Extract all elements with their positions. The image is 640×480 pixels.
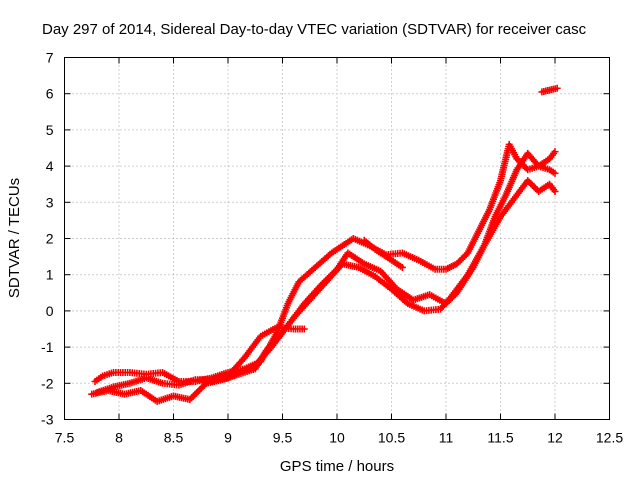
x-tick-label: 10 (329, 430, 345, 446)
data-point (398, 263, 406, 271)
data-series (88, 84, 561, 405)
interpolated-points (465, 244, 487, 277)
interpolated-points (252, 349, 269, 371)
interpolated-points (373, 274, 394, 292)
interpolated-points (285, 280, 302, 306)
interpolated-points (411, 291, 432, 303)
x-tick-label: 8.5 (164, 430, 184, 446)
interpolated-points (259, 324, 279, 339)
interpolated-points (444, 261, 459, 272)
y-tick-label: -1 (41, 339, 54, 355)
interpolated-points (454, 251, 470, 266)
interpolated-points (357, 265, 377, 279)
series-track-d (208, 323, 308, 385)
interpolated-points (90, 387, 110, 398)
interpolated-points (313, 250, 334, 270)
y-tick-label: 0 (46, 303, 54, 319)
interpolated-points (547, 167, 557, 176)
x-tick-label: 11 (439, 430, 454, 446)
chart-title: Day 297 of 2014, Sidereal Day-to-day VTE… (42, 21, 587, 38)
series-track-e (538, 84, 561, 96)
data-point (551, 148, 559, 156)
y-tick-label: 6 (46, 86, 54, 102)
interpolated-points (492, 193, 509, 219)
y-tick-label: 4 (46, 158, 54, 174)
x-tick-label: 9 (224, 430, 232, 446)
interpolated-points (498, 200, 514, 219)
interpolated-points (264, 330, 285, 353)
x-tick-label: 11.5 (487, 430, 513, 446)
interpolated-points (503, 168, 520, 197)
series-track-f (360, 236, 406, 271)
interpolated-points (139, 388, 159, 404)
interpolated-points (389, 287, 410, 306)
interpolated-points (307, 280, 329, 302)
interpolated-points (225, 356, 247, 378)
interpolated-points (155, 393, 175, 405)
interpolated-points (406, 301, 426, 314)
axis-ticks (64, 57, 610, 420)
series-track-a (91, 140, 559, 385)
interpolated-points (106, 387, 126, 398)
interpolated-points (525, 151, 541, 169)
data-point (553, 84, 561, 92)
interpolated-points (417, 257, 437, 272)
interpolated-points (128, 375, 148, 387)
x-axis-label: GPS time / hours (280, 458, 394, 475)
x-tick-label: 12.5 (596, 430, 623, 446)
interpolated-points (177, 376, 197, 388)
x-tick-labels: 7.5 8 8.5 9 9.5 10 10.5 11 11.5 12 12.5 (55, 430, 624, 446)
interpolated-points (296, 265, 318, 284)
interpolated-points (324, 261, 345, 284)
interpolated-points (93, 373, 105, 384)
y-tick-label: -2 (41, 375, 54, 391)
interpolated-points (187, 381, 209, 402)
interpolated-points (481, 215, 503, 248)
grid (64, 57, 610, 420)
y-tick-label: -3 (41, 412, 54, 428)
data-point (551, 169, 559, 177)
interpolated-points (373, 247, 388, 259)
interpolated-points (476, 208, 493, 233)
interpolated-points (395, 286, 415, 303)
y-tick-label: 5 (46, 122, 54, 138)
interpolated-points (547, 182, 558, 194)
interpolated-points (400, 250, 421, 263)
x-tick-label: 12 (547, 430, 563, 446)
series-track-b (93, 149, 559, 396)
interpolated-points (242, 334, 263, 360)
y-tick-label: 7 (46, 50, 54, 66)
interpolated-points (547, 85, 559, 94)
interpolated-points (329, 243, 345, 256)
interpolated-points (378, 269, 399, 292)
interpolated-points (540, 87, 552, 95)
y-tick-labels: -3 -2 -1 0 1 2 3 4 5 6 7 (41, 50, 54, 428)
interpolated-points (362, 261, 383, 274)
interpolated-points (384, 254, 405, 270)
interpolated-points (144, 375, 165, 387)
interpolated-points (291, 298, 312, 320)
data-point (551, 187, 559, 195)
interpolated-points (340, 236, 356, 249)
interpolated-points (547, 149, 558, 161)
data-point (300, 325, 308, 333)
x-tick-label: 9.5 (273, 430, 293, 446)
interpolated-points (449, 273, 470, 299)
interpolated-points (161, 370, 181, 384)
x-tick-label: 10.5 (378, 430, 405, 446)
x-tick-label: 7.5 (55, 430, 75, 446)
interpolated-points (438, 294, 454, 312)
interpolated-points (506, 142, 520, 161)
interpolated-points (346, 250, 366, 267)
interpolated-points (486, 179, 504, 211)
interpolated-points (509, 178, 530, 204)
x-tick-label: 8 (115, 430, 123, 446)
interpolated-points (465, 229, 482, 255)
y-axis-label: SDTVAR / TECUs (6, 178, 23, 298)
interpolated-points (362, 238, 377, 252)
y-tick-label: 3 (46, 194, 54, 210)
y-tick-label: 1 (46, 267, 54, 283)
y-tick-label: 2 (46, 231, 54, 247)
